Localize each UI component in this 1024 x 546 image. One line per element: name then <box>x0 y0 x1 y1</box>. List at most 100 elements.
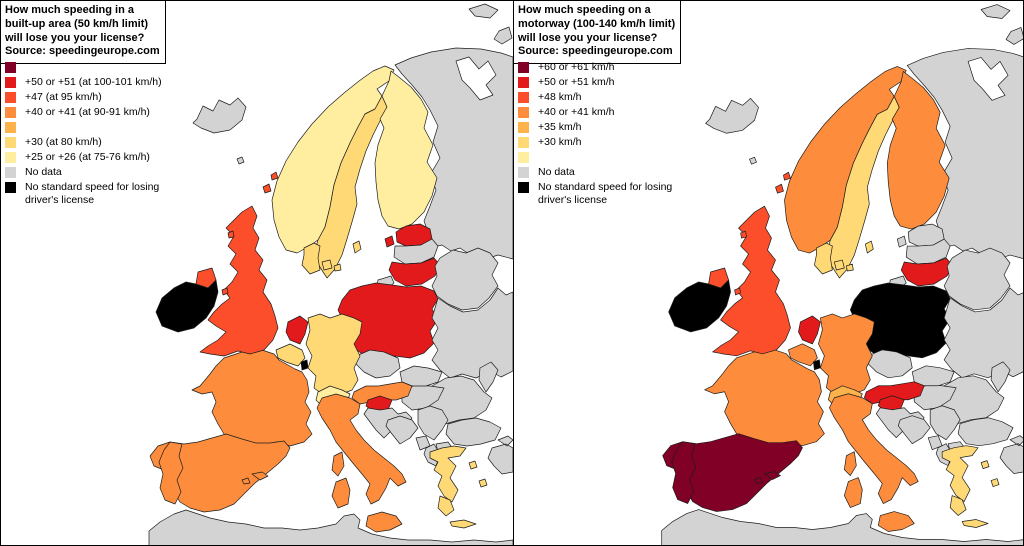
country-gotland <box>352 240 362 254</box>
legend-swatch-band5 <box>518 122 529 133</box>
legend-row: +47 (at 95 km/h) <box>5 91 190 106</box>
country-bulgaria <box>957 417 1014 447</box>
legend-label: +30 (at 80 km/h) <box>25 136 102 148</box>
legend-row: +40 or +41 (at 90-91 km/h) <box>5 106 190 121</box>
country-turkey <box>487 435 513 475</box>
legend-label: +50 or +51 km/h <box>538 76 615 88</box>
country-bosnia <box>897 415 931 445</box>
legend-row: +30 (at 80 km/h) <box>5 136 190 151</box>
country-denmark-islands <box>834 259 854 272</box>
country-arctic-islands <box>980 4 1023 45</box>
country-white-sea <box>455 56 497 101</box>
legend-swatch-band6 <box>5 137 16 148</box>
country-crete <box>449 519 477 529</box>
legend-swatch-band1 <box>5 62 16 73</box>
title-line: How much speeding on a <box>518 4 651 16</box>
country-belarus <box>431 247 499 311</box>
legend-label: No standard speed for losing driver's li… <box>538 181 673 206</box>
legend-row: No standard speed for losing driver's li… <box>518 181 703 206</box>
legend-swatch-band4 <box>518 107 529 118</box>
country-lithuania <box>900 257 953 287</box>
title-line: Source: speedingeurope.com <box>518 45 673 58</box>
country-sweden <box>314 95 388 279</box>
country-bosnia <box>385 415 419 445</box>
country-aegean-islands <box>468 460 488 488</box>
country-lithuania <box>388 257 441 287</box>
country-saaremaa <box>896 235 907 248</box>
title-line: built-up area (50 km/h limit) <box>5 17 149 30</box>
country-faroe <box>749 156 757 165</box>
country-finland <box>886 71 950 230</box>
country-germany <box>305 313 363 395</box>
country-denmark <box>814 242 833 275</box>
legend-label: No data <box>25 166 62 178</box>
legend-swatch-band2 <box>518 77 529 88</box>
legend-swatch-no_standard <box>518 182 529 193</box>
legend-row: +40 or +41 km/h <box>518 106 703 121</box>
country-netherlands <box>285 315 309 345</box>
country-portugal <box>671 441 696 504</box>
legend-swatch-no_standard <box>5 182 16 193</box>
legend-motorway: +60 or +61 km/h +50 or +51 km/h +48 km/h +4… <box>518 61 703 206</box>
title-line: How much speeding in a <box>5 4 134 16</box>
legend-label: +48 km/h <box>538 91 582 103</box>
country-peloponnese <box>437 495 455 517</box>
legend-label: +50 or +51 (at 100-101 km/h) <box>25 76 162 88</box>
country-shetland <box>775 171 791 194</box>
country-isle-of-man <box>734 287 741 296</box>
country-iceland <box>705 97 759 134</box>
country-portugal <box>158 441 184 505</box>
legend-label: +47 (at 95 km/h) <box>25 91 102 103</box>
legend-row: +50 or +51 (at 100-101 km/h) <box>5 76 190 91</box>
country-bulgaria <box>445 417 502 447</box>
legend-swatch-band2 <box>5 77 16 88</box>
country-greece <box>429 445 467 503</box>
legend-swatch-no_data <box>5 167 16 178</box>
country-ireland <box>668 279 731 333</box>
legend-label: +30 km/h <box>538 136 582 148</box>
legend-swatch-band6 <box>518 137 529 148</box>
country-isle-of-man <box>221 287 229 296</box>
country-czech <box>867 349 913 379</box>
legend-row: +48 km/h <box>518 91 703 106</box>
legend-swatch-band1 <box>518 62 529 73</box>
country-uk <box>712 205 791 357</box>
legend-row: +30 km/h <box>518 136 703 151</box>
country-luxembourg <box>813 359 821 371</box>
country-hebrides <box>740 230 747 239</box>
europe-map-built-up <box>148 3 513 545</box>
country-spain <box>149 433 291 513</box>
legend-row: No standard speed for losing driver's li… <box>5 181 190 206</box>
country-serbia <box>417 405 449 441</box>
country-sweden <box>827 95 900 279</box>
country-serbia <box>929 405 961 441</box>
country-greece <box>941 445 979 502</box>
legend-row <box>5 61 190 76</box>
legend-label: +60 or +61 km/h <box>538 61 615 73</box>
legend-label: +25 or +26 (at 75-76 km/h) <box>25 151 150 163</box>
country-russia <box>394 47 513 260</box>
legend-swatch-band7 <box>5 152 16 163</box>
country-white-sea <box>967 57 1009 101</box>
country-balearics <box>754 471 781 484</box>
country-germany <box>818 313 875 395</box>
legend-swatch-band3 <box>518 92 529 103</box>
country-crete <box>961 519 989 528</box>
country-denmark <box>301 242 321 275</box>
country-turkey <box>999 435 1023 474</box>
country-slovakia <box>911 365 955 387</box>
legend-built-up: +50 or +51 (at 100-101 km/h) +47 (at 95 k… <box>5 61 190 206</box>
map-title-motorway: How much speeding on a motorway (100-140… <box>514 1 682 64</box>
country-sardinia <box>844 477 863 508</box>
legend-swatch-band4 <box>5 107 16 118</box>
country-denmark-islands <box>321 259 342 272</box>
legend-label: No standard speed for losing driver's li… <box>25 181 160 206</box>
legend-row: +35 km/h <box>518 121 703 136</box>
country-northern-ireland <box>195 267 217 289</box>
title-line: Source: speedingeurope.com <box>5 45 160 58</box>
title-line: will lose you your license? <box>518 31 658 44</box>
legend-row <box>5 121 190 136</box>
country-arctic-islands <box>468 3 513 45</box>
legend-label: +35 km/h <box>538 121 582 133</box>
country-africa <box>148 509 513 545</box>
